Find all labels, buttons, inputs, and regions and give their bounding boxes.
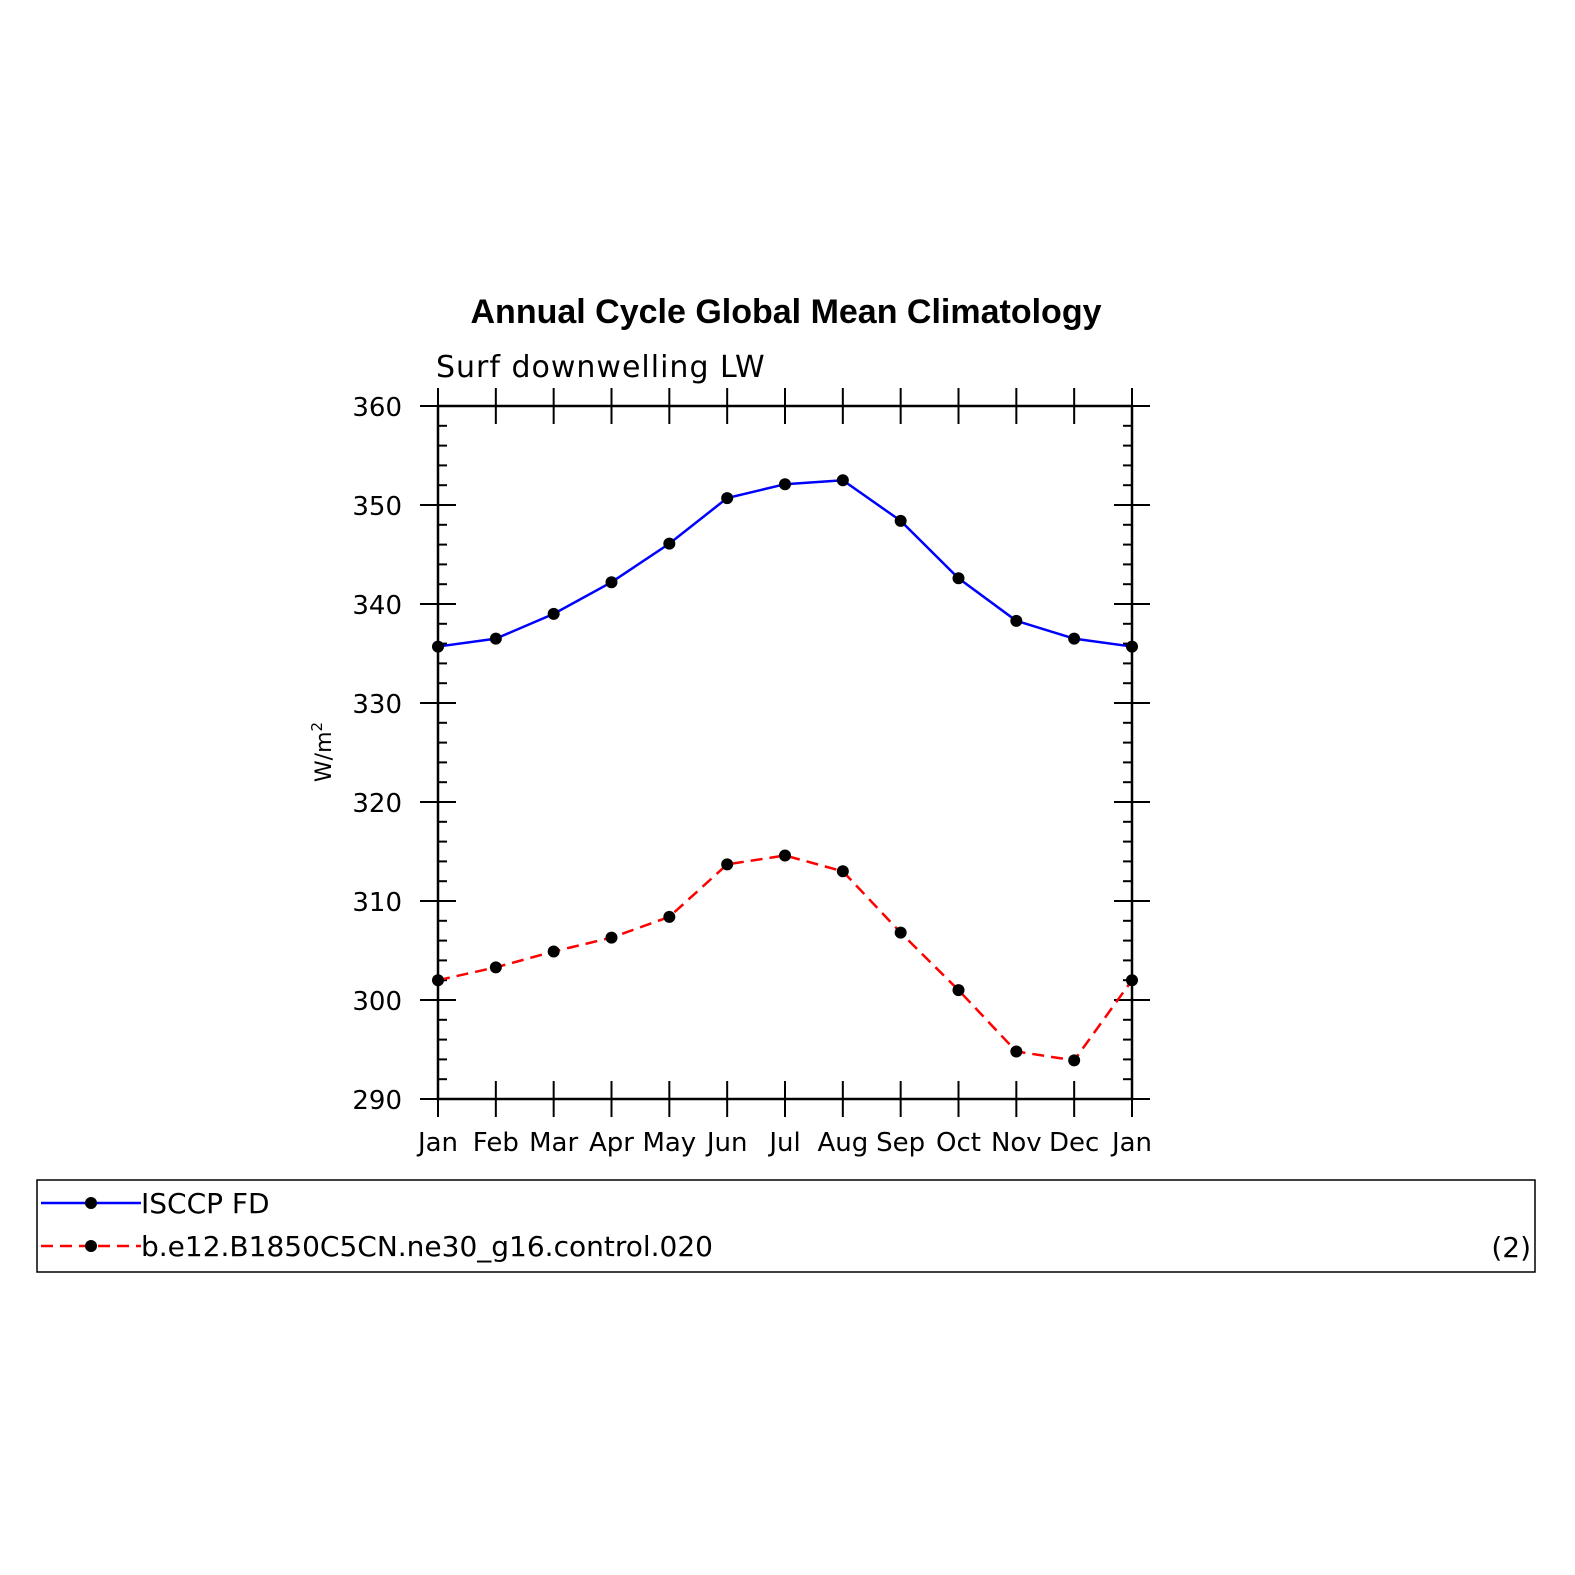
y-tick-label: 340 — [352, 591, 402, 621]
legend-label: b.e12.B1850C5CN.ne30_g16.control.020 — [141, 1230, 713, 1263]
series-layer — [432, 474, 1138, 1067]
data-point — [779, 478, 791, 491]
series-1 — [432, 474, 1138, 653]
data-point — [836, 474, 849, 487]
y-tick-label: 360 — [352, 393, 402, 423]
y-tick-label: 320 — [352, 789, 402, 819]
x-tick-label: Jul — [767, 1128, 800, 1158]
data-point — [1010, 614, 1023, 627]
x-tick-label: Apr — [589, 1128, 634, 1158]
data-point — [432, 640, 444, 653]
chart-subtitle: Surf downwelling LW — [436, 350, 766, 385]
data-point — [952, 572, 965, 585]
x-tick-label: Feb — [473, 1128, 519, 1158]
data-point — [1126, 974, 1138, 987]
data-point — [894, 514, 907, 527]
data-point — [1068, 632, 1081, 645]
data-point — [489, 961, 502, 974]
data-point — [836, 865, 849, 878]
data-point — [663, 910, 676, 923]
plot-frame — [436, 404, 1134, 1101]
chart-title: Annual Cycle Global Mean Climatology — [471, 293, 1102, 331]
data-point — [952, 984, 965, 997]
legend-entry-2: b.e12.B1850C5CN.ne30_g16.control.020 — [41, 1230, 713, 1263]
legend-entry-1: ISCCP FD — [41, 1187, 270, 1220]
series-line — [437, 478, 1133, 648]
data-point — [721, 858, 734, 871]
y-tick-label: 330 — [352, 690, 402, 720]
y-axis-label-superscript: 2 — [308, 722, 326, 732]
x-tick-label: Oct — [936, 1128, 981, 1158]
data-point — [432, 974, 444, 987]
data-point — [605, 576, 618, 589]
legend-entries: ISCCP FD b.e12.B1850C5CN.ne30_g16.control… — [41, 1187, 713, 1263]
x-tick-label: Mar — [529, 1128, 578, 1158]
x-tick-label: Aug — [817, 1128, 868, 1158]
legend-box — [36, 1179, 1536, 1273]
data-point — [547, 607, 560, 620]
data-point — [894, 926, 907, 939]
data-point — [605, 931, 618, 944]
legend-label: ISCCP FD — [141, 1187, 270, 1220]
legend-marker — [85, 1240, 97, 1252]
x-tick-label: Jan — [1110, 1128, 1152, 1158]
data-point — [489, 632, 502, 645]
data-point — [721, 492, 734, 505]
legend-note: (2) — [1491, 1231, 1531, 1264]
data-point — [1068, 1054, 1081, 1067]
data-point — [1126, 640, 1138, 653]
y-tick-label: 290 — [352, 1086, 402, 1116]
y-tick-label: 310 — [352, 888, 402, 918]
x-tick-label: Jun — [705, 1128, 748, 1158]
y-tick-label: 300 — [352, 987, 402, 1017]
data-point — [547, 945, 560, 958]
data-point — [779, 849, 791, 862]
legend-marker — [85, 1197, 97, 1209]
series-line — [437, 854, 1134, 1062]
x-tick-label: Nov — [991, 1128, 1042, 1158]
x-tick-label: May — [642, 1128, 696, 1158]
y-axis-label-text: W/m — [312, 731, 337, 782]
x-axis-ticks: Jan Feb Mar Apr May Jun Jul Aug Sep Oct Nov Dec Jan — [416, 388, 1152, 1158]
x-tick-label: Dec — [1049, 1128, 1099, 1158]
x-tick-label: Sep — [876, 1128, 925, 1158]
data-point — [1010, 1045, 1023, 1058]
legend: ISCCP FD b.e12.B1850C5CN.ne30_g16.control… — [36, 1179, 1536, 1273]
series-2 — [432, 849, 1138, 1067]
y-axis-ticks: 290 300 310 320 330 340 350 360 — [352, 393, 1150, 1116]
data-point — [663, 537, 676, 550]
y-axis-label: W/m2 — [308, 722, 337, 782]
plot-border — [436, 404, 1134, 1101]
y-tick-label: 350 — [352, 492, 402, 522]
x-tick-label: Jan — [416, 1128, 458, 1158]
